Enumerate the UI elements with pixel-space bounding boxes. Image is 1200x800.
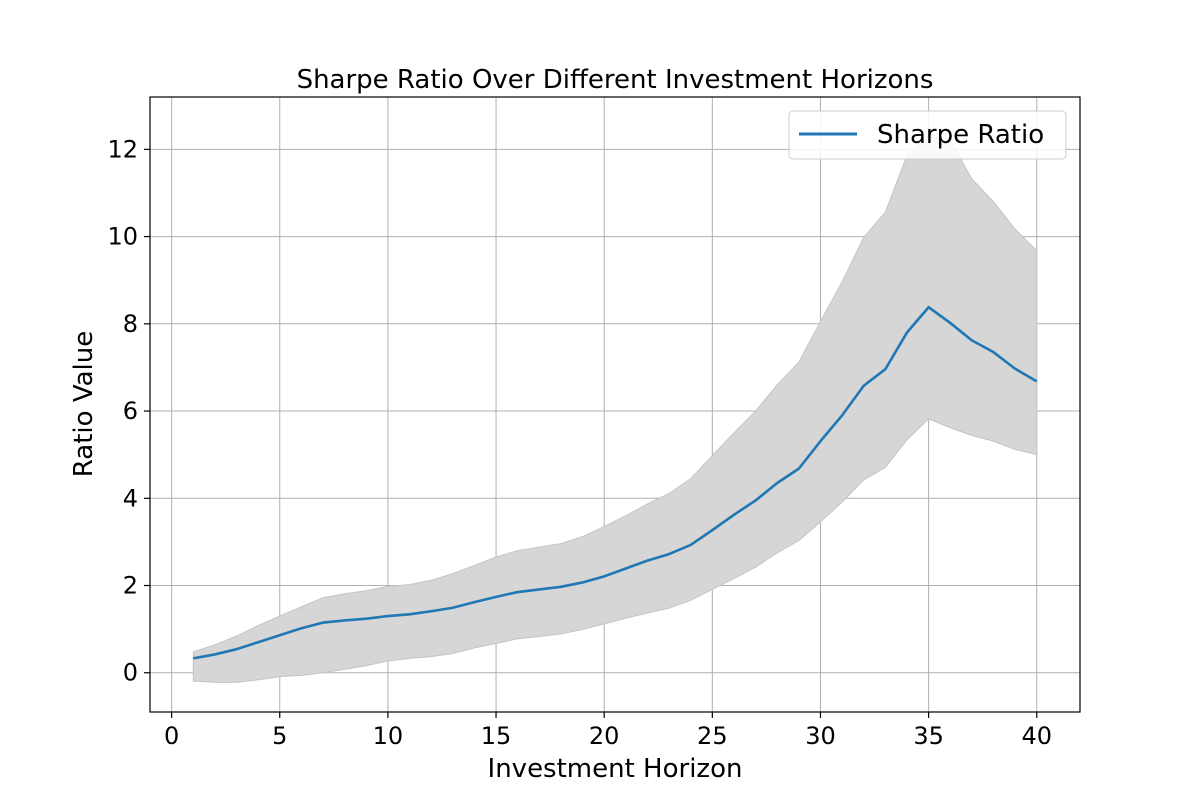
x-tick-label: 15 — [481, 722, 512, 750]
x-tick-label: 30 — [805, 722, 836, 750]
y-tick-label: 2 — [123, 572, 138, 600]
y-tick-label: 8 — [123, 310, 138, 338]
x-tick-label: 35 — [913, 722, 944, 750]
legend-box — [788, 110, 1067, 160]
plot-area-frame — [149, 96, 1081, 713]
axis-ticks: 0 5 10 15 20 25 30 35 40 0 2 4 6 8 10 12 — [107, 135, 1052, 750]
y-tick-label: 6 — [123, 397, 138, 425]
x-tick-label: 40 — [1021, 722, 1052, 750]
y-tick-label: 0 — [123, 659, 138, 687]
legend: Sharpe Ratio — [788, 110, 1067, 160]
y-tick-label: 4 — [123, 484, 138, 512]
x-tick-label: 10 — [373, 722, 404, 750]
x-tick-label: 5 — [272, 722, 287, 750]
legend-label: Sharpe Ratio — [877, 120, 1044, 150]
y-axis-label: Ratio Value — [69, 331, 99, 477]
confidence-band-layer — [192, 135, 1038, 683]
x-tick-label: 20 — [589, 722, 620, 750]
chart-title: Sharpe Ratio Over Different Investment H… — [297, 65, 934, 95]
y-tick-label: 10 — [107, 223, 138, 251]
x-tick-label: 0 — [164, 722, 179, 750]
x-axis-label: Investment Horizon — [488, 754, 743, 784]
confidence-band — [192, 135, 1038, 683]
x-tick-label: 25 — [697, 722, 728, 750]
y-tick-label: 12 — [107, 135, 138, 163]
sharpe-ratio-line — [193, 305, 1038, 660]
series-line-layer — [193, 305, 1038, 660]
